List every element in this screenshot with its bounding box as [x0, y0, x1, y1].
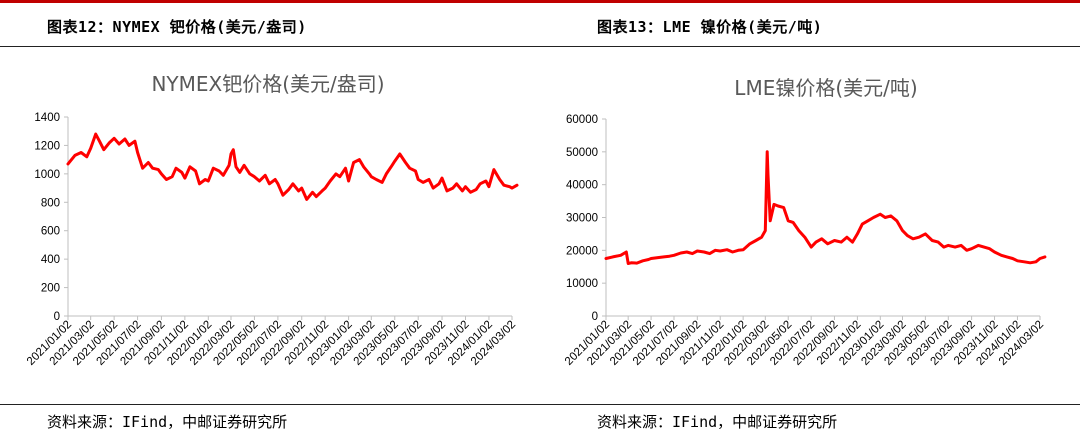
chart-svg: NYMEX钯价格(美元/盎司) 0 200 400 600 800 1000 1200 1400… [25, 72, 519, 368]
y-tick-label: 0 [592, 311, 598, 323]
y-tick-label: 20000 [566, 245, 598, 257]
y-tick-label: 60000 [566, 114, 598, 126]
figure-title: 图表12：NYMEX 钯价格(美元/盎司) [47, 18, 307, 36]
y-tick-label: 1400 [34, 112, 60, 124]
figure-header: 图表13：LME 镍价格(美元/吨) [540, 3, 1080, 47]
figure-nickel: 图表13：LME 镍价格(美元/吨) LME镍价格(美元/吨) 0 10000 200… [540, 3, 1080, 438]
y-tick-label: 40000 [566, 180, 598, 192]
series-line [66, 132, 519, 201]
chart-title: NYMEX钯价格(美元/盎司) [151, 72, 384, 96]
y-tick-label: 600 [41, 226, 60, 238]
y-tick-label: 1000 [34, 169, 60, 181]
top-rule [0, 0, 1080, 3]
figure-header: 图表12：NYMEX 钯价格(美元/盎司) [0, 3, 540, 47]
y-tick-label: 50000 [566, 147, 598, 159]
y-tick-label: 200 [41, 283, 60, 295]
source-note: 资料来源：IFind，中邮证券研究所 [597, 413, 838, 431]
figure-palladium: 图表12：NYMEX 钯价格(美元/盎司) NYMEX钯价格(美元/盎司) 0 20… [0, 3, 540, 438]
figure-title: 图表13：LME 镍价格(美元/吨) [597, 18, 823, 36]
chart-title: LME镍价格(美元/吨) [734, 76, 917, 100]
source-note: 资料来源：IFind，中邮证券研究所 [47, 413, 288, 431]
y-tick-label: 0 [54, 311, 60, 323]
chart-nickel: LME镍价格(美元/吨) 0 10000 20000 30000 40000 50000 60… [540, 47, 1080, 397]
y-tick-label: 1200 [34, 140, 60, 152]
series-line [604, 150, 1047, 265]
y-tick-label: 10000 [566, 278, 598, 290]
y-tick-label: 30000 [566, 213, 598, 225]
chart-palladium: NYMEX钯价格(美元/盎司) 0 200 400 600 800 1000 1200 1400… [0, 47, 540, 397]
chart-svg: LME镍价格(美元/吨) 0 10000 20000 30000 40000 50000 60… [563, 76, 1047, 368]
source-footer: 资料来源：IFind，中邮证券研究所 [540, 404, 1080, 438]
y-tick-label: 400 [41, 254, 60, 266]
y-tick-label: 800 [41, 197, 60, 209]
source-footer: 资料来源：IFind，中邮证券研究所 [0, 404, 540, 438]
